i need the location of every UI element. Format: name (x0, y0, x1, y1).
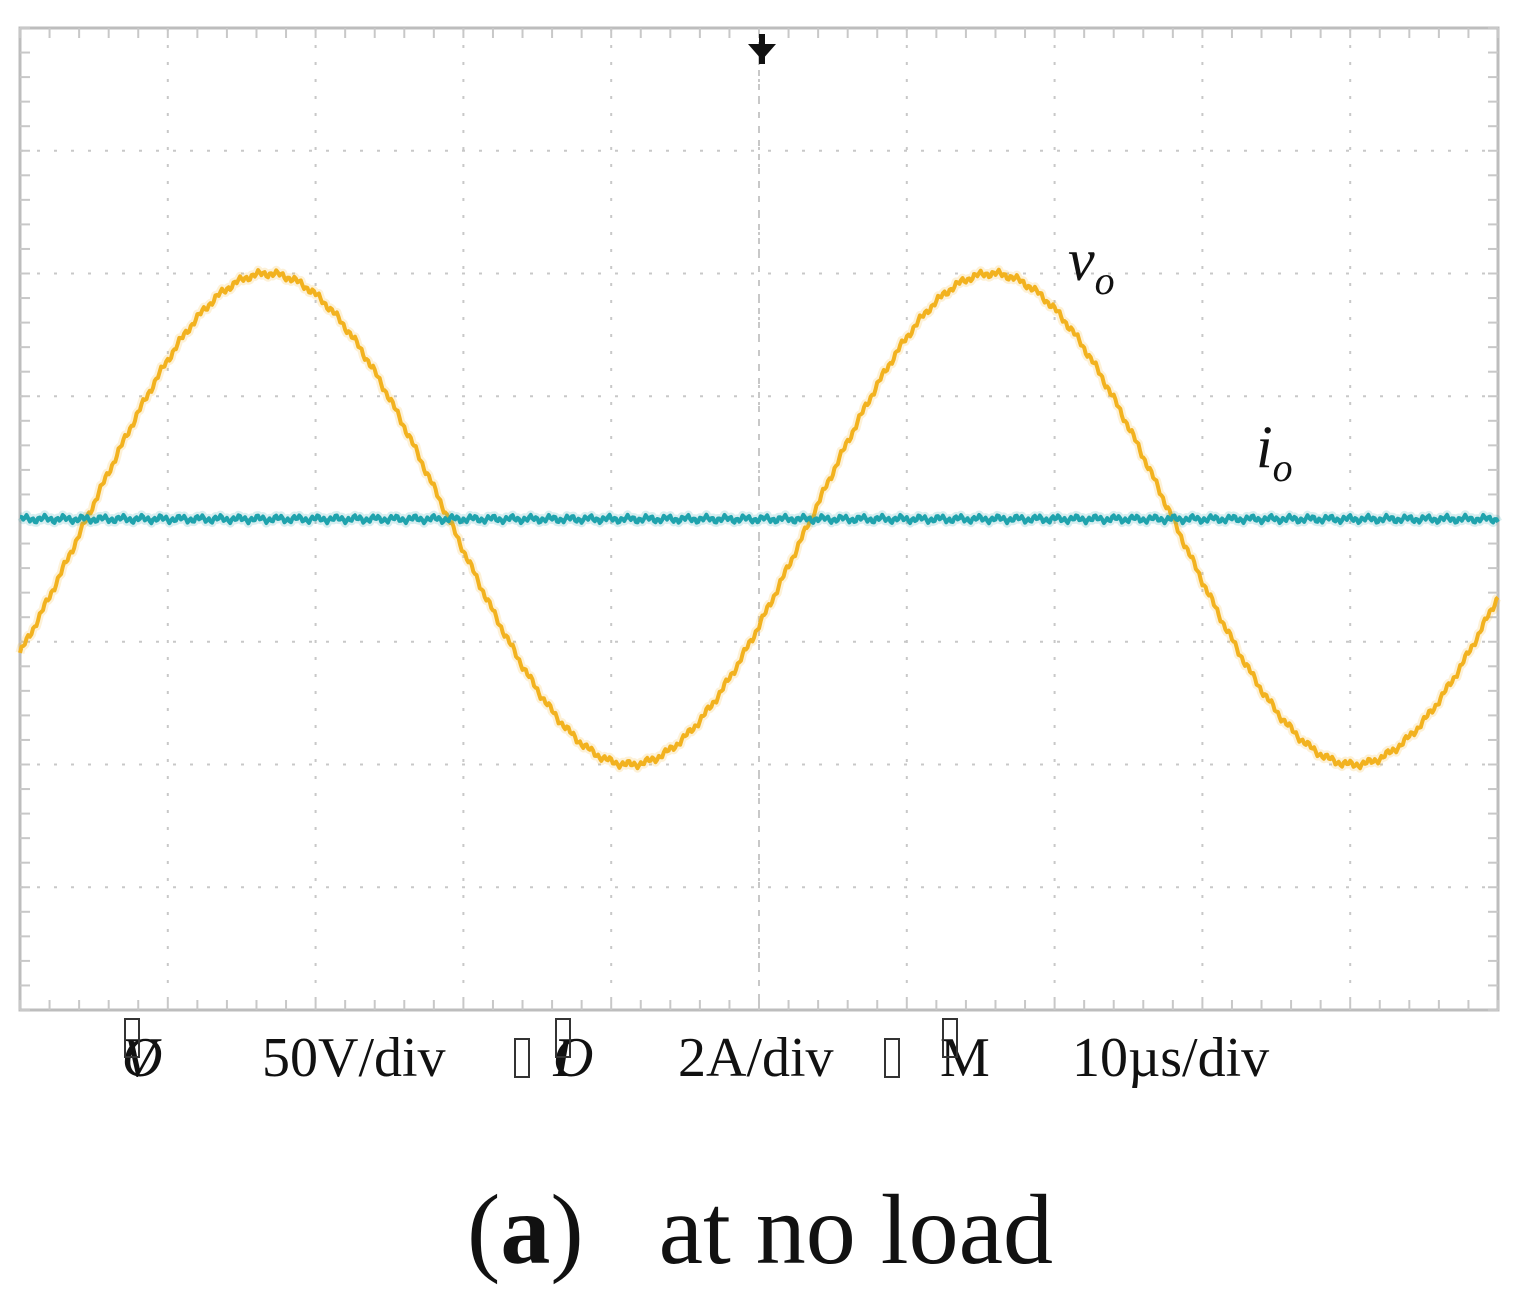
separator-box (942, 1018, 958, 1058)
separator-box (514, 1038, 530, 1078)
scope-markers (748, 34, 776, 64)
caption-label: a (500, 1174, 551, 1285)
trigger-marker-stem (759, 34, 765, 64)
io-symbol-sub: O (553, 1027, 594, 1089)
trace-i_o (19, 512, 1500, 526)
vo-scale-value: 50V/div (262, 1027, 446, 1089)
caption-close-paren: ) (550, 1174, 584, 1285)
figure-caption: (a) at no load (0, 1170, 1520, 1290)
trace-v_o (18, 267, 1500, 771)
io-trace-label-sub: o (1273, 445, 1293, 490)
scope-traces (15, 265, 1502, 773)
vo-trace-label-main: v (1068, 227, 1095, 293)
io-trace-label-main: i (1256, 414, 1273, 480)
trace-labels: vo io (1068, 227, 1293, 490)
vo-symbol-sub: O (122, 1027, 163, 1089)
separator-box (124, 1018, 140, 1058)
io-symbol-text: I (553, 1027, 572, 1089)
caption-text: at no load (658, 1174, 1053, 1285)
vo-trace-label: vo (1068, 227, 1115, 303)
m-symbol-text: M (940, 1027, 990, 1089)
io-scale-value: 2A/div (678, 1027, 834, 1089)
oscilloscope-screen: vo io (15, 26, 1502, 1012)
vo-trace-label-sub: o (1095, 258, 1115, 303)
m-scale-value: 10µs/div (1072, 1027, 1270, 1089)
caption-open-paren: ( (467, 1174, 501, 1285)
separator-box (555, 1018, 571, 1058)
io-trace-label: io (1256, 414, 1293, 490)
separator-box (884, 1038, 900, 1078)
